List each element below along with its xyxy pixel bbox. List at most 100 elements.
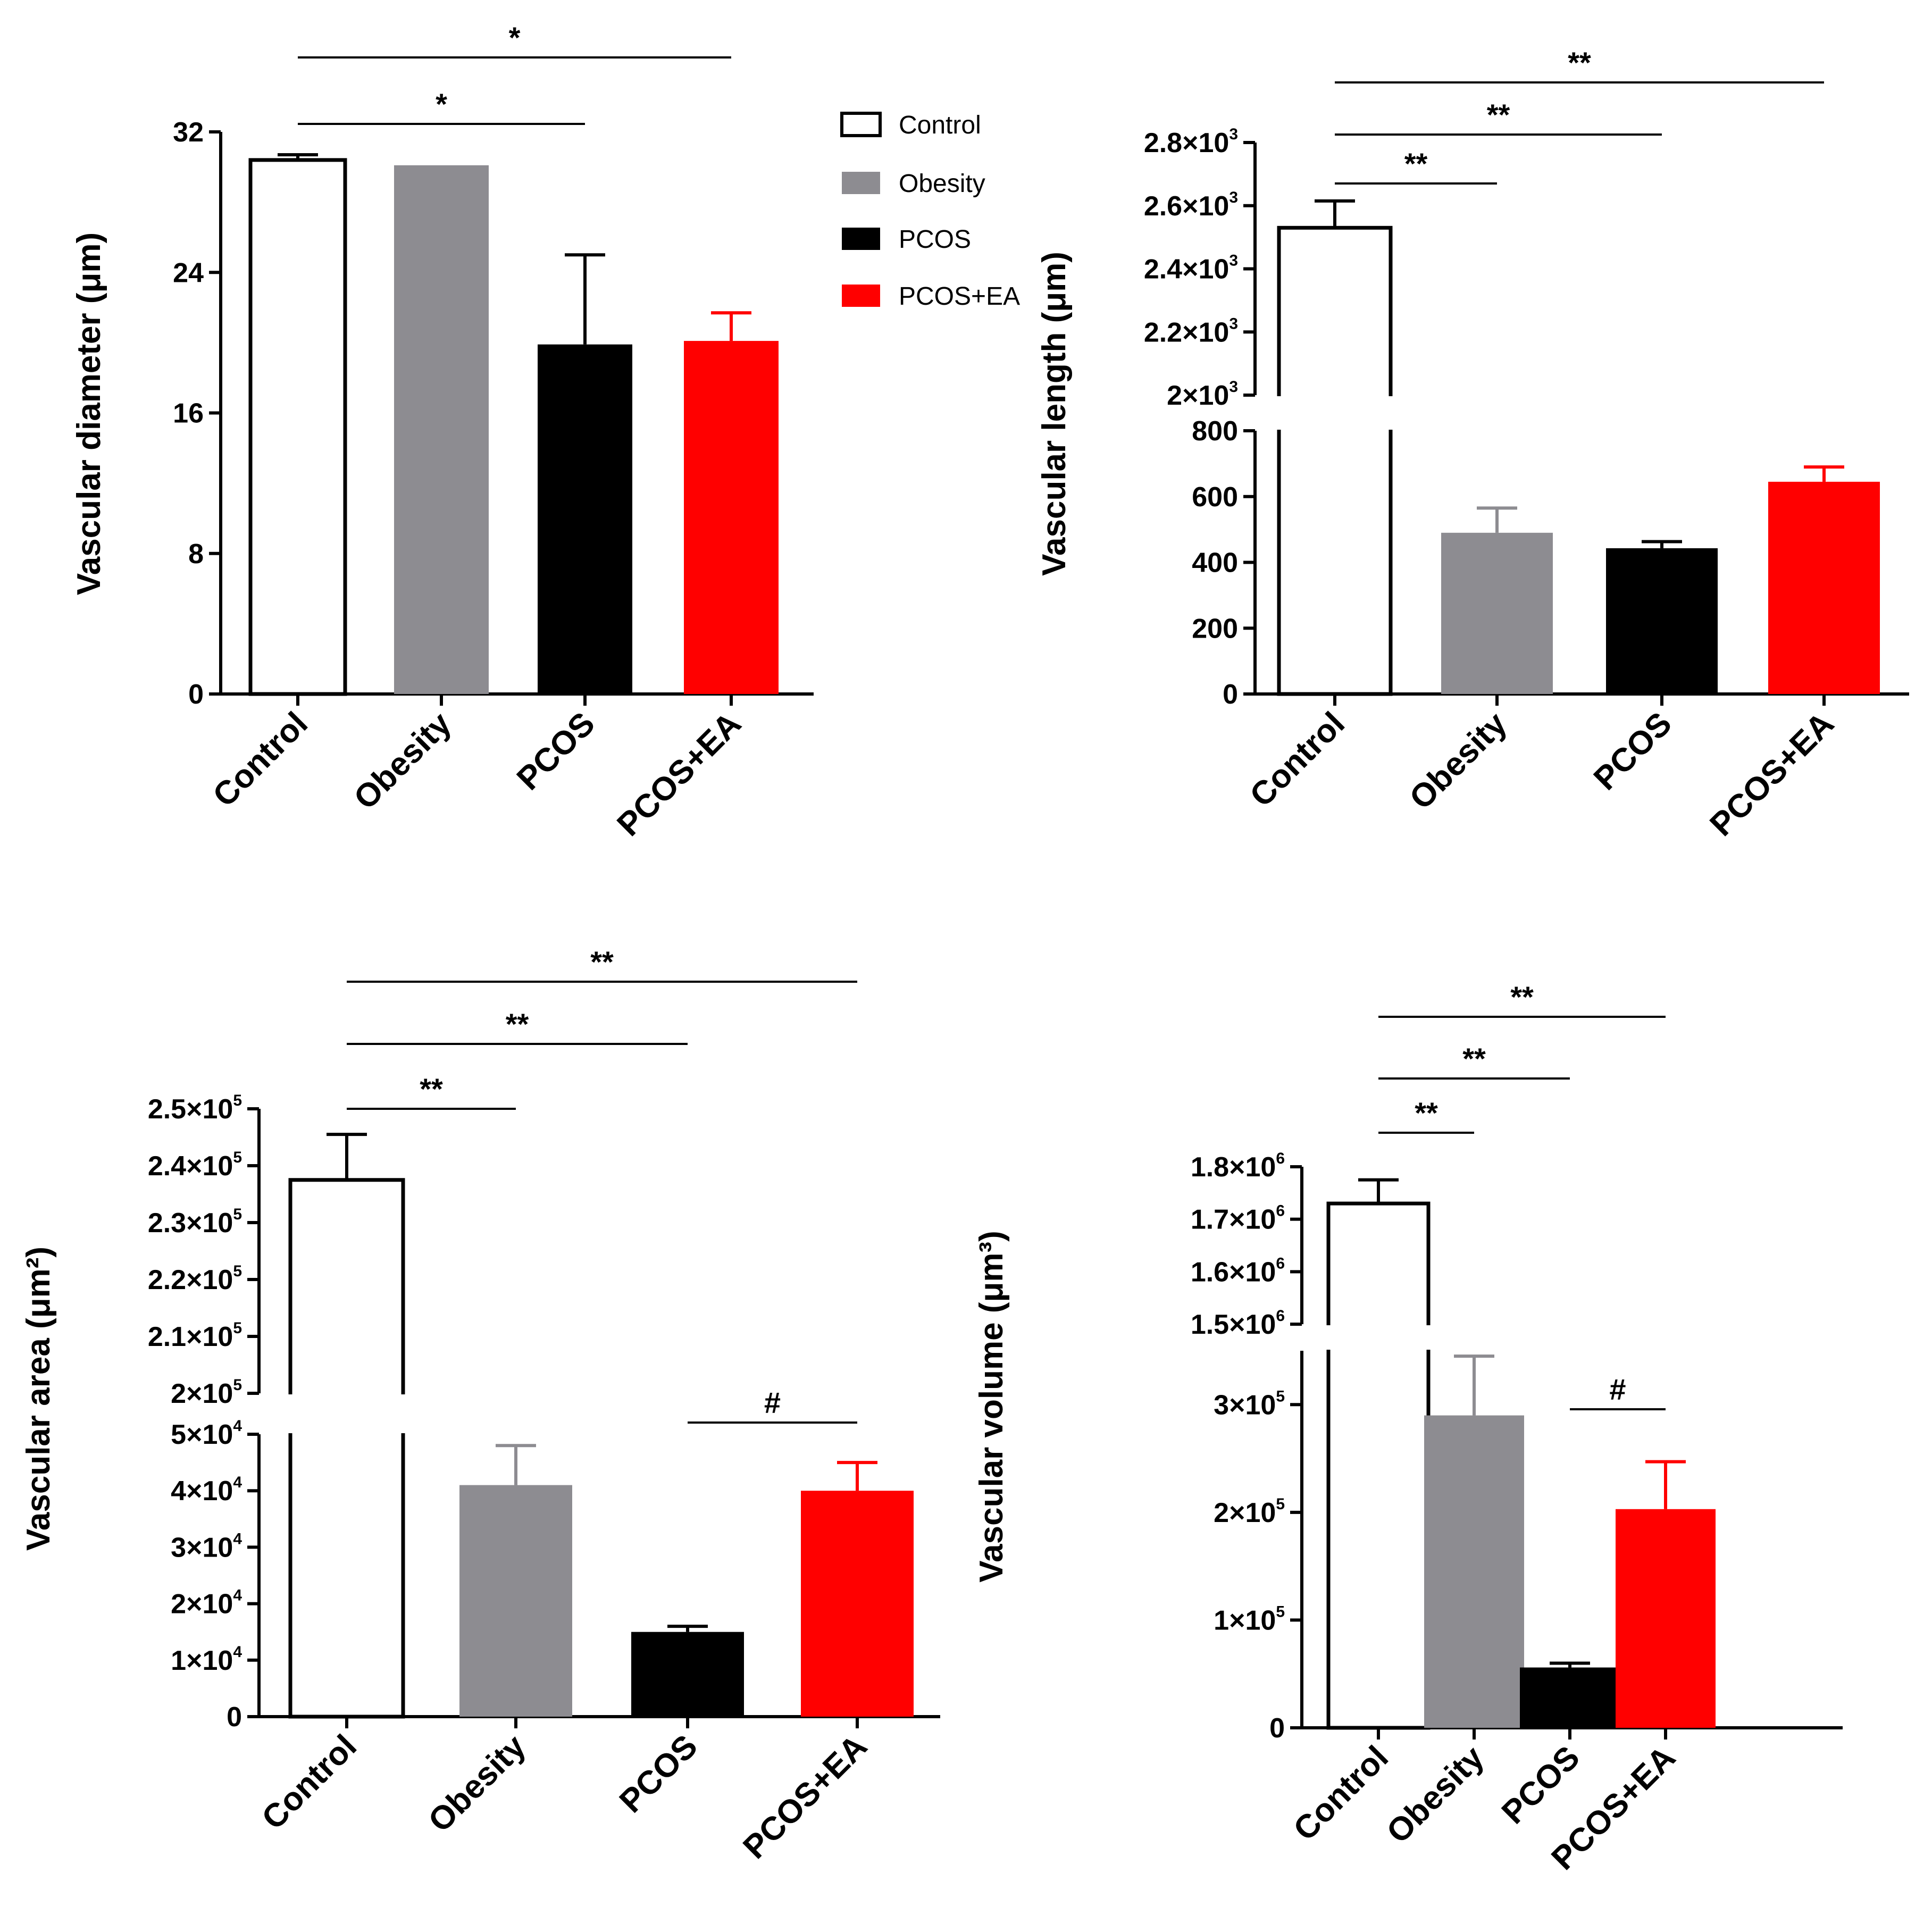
legend-swatch-control bbox=[840, 112, 882, 137]
y-tick-label: 0 bbox=[1269, 1713, 1285, 1744]
y-tick-label: 16 bbox=[173, 398, 204, 429]
bar-pcos+ea bbox=[1768, 481, 1880, 694]
y-tick-exponent: 3 bbox=[1229, 126, 1238, 143]
y-tick-label: 32 bbox=[173, 117, 204, 148]
significance-marker: ** bbox=[506, 1007, 529, 1041]
significance-marker: ** bbox=[1487, 98, 1510, 131]
y-tick-exponent: 3 bbox=[1229, 189, 1238, 206]
y-tick-exponent: 4 bbox=[233, 1587, 242, 1604]
x-tick-label-control: Control bbox=[1243, 705, 1352, 814]
significance-marker: ** bbox=[1462, 1042, 1486, 1075]
y-tick-label: 2.8×103 bbox=[1144, 126, 1238, 158]
x-tick-label-control: Control bbox=[1286, 1739, 1395, 1848]
y-tick-label: 2.4×103 bbox=[1144, 252, 1238, 285]
x-tick-label-pcos: PCOS bbox=[613, 1728, 705, 1820]
legend-label-obesity: Obesity bbox=[899, 170, 985, 198]
legend-label-pcos: PCOS bbox=[899, 225, 971, 254]
legend: Control Obesity PCOS PCOS+EA bbox=[840, 111, 1020, 311]
y-tick-label: 2.3×105 bbox=[148, 1206, 242, 1239]
y-tick-label: 2×105 bbox=[1214, 1495, 1285, 1528]
bar-obesity bbox=[1424, 1415, 1524, 1728]
y-tick-label: 1×105 bbox=[1214, 1603, 1285, 1636]
y-tick-label: 8 bbox=[188, 539, 204, 570]
bar-pcos bbox=[1606, 548, 1718, 694]
y-tick-exponent: 5 bbox=[1276, 1387, 1285, 1405]
y-tick-exponent: 6 bbox=[1276, 1255, 1285, 1272]
bar-pcos+ea bbox=[684, 341, 779, 694]
legend-swatch-obesity bbox=[842, 172, 880, 194]
x-tick-label-pcos: PCOS bbox=[510, 705, 602, 797]
y-tick-label: 1.7×106 bbox=[1191, 1202, 1285, 1235]
bar-obesity bbox=[459, 1485, 572, 1717]
y-tick-label: 4×104 bbox=[171, 1474, 242, 1507]
axis-break-gap bbox=[1276, 396, 1394, 430]
significance-marker: * bbox=[436, 87, 447, 121]
y-tick-label: 2.2×103 bbox=[1144, 315, 1238, 348]
bar-pcos bbox=[1520, 1667, 1620, 1728]
significance-marker: ** bbox=[1568, 46, 1591, 79]
y-axis-title: Vascular volume (μm³) bbox=[973, 1231, 1010, 1583]
bar-control bbox=[248, 158, 347, 696]
y-tick-label: 2×104 bbox=[171, 1587, 242, 1620]
significance-marker: # bbox=[1609, 1373, 1626, 1406]
y-tick-label: 800 bbox=[1192, 416, 1238, 447]
bar-pcos+ea bbox=[801, 1491, 914, 1717]
y-tick-label: 0 bbox=[227, 1702, 242, 1733]
chart-vascular-area: 0 1×104 2×104 3×104 4×104 5×104 2×105 2.1×105 2.… bbox=[20, 945, 940, 1866]
y-tick-label: 1.5×106 bbox=[1191, 1307, 1285, 1340]
y-tick-label: 0 bbox=[188, 679, 204, 710]
y-tick-label: 2.5×105 bbox=[148, 1092, 242, 1125]
significance-marker: * bbox=[509, 21, 521, 54]
x-tick-label-pcos: PCOS bbox=[1495, 1739, 1587, 1831]
y-tick-label: 2.1×105 bbox=[148, 1319, 242, 1352]
y-tick-label: 2×103 bbox=[1167, 378, 1238, 411]
significance-marker: ** bbox=[590, 945, 614, 979]
y-tick-label: 2.2×105 bbox=[148, 1262, 242, 1295]
y-tick-label: 5×104 bbox=[171, 1417, 242, 1450]
y-tick-exponent: 5 bbox=[233, 1376, 242, 1394]
y-tick-exponent: 4 bbox=[233, 1530, 242, 1548]
axis-break-gap bbox=[287, 1394, 406, 1433]
significance-marker: ** bbox=[1415, 1096, 1438, 1130]
y-tick-label: 3×105 bbox=[1214, 1387, 1285, 1420]
bar-pcos bbox=[631, 1632, 744, 1717]
y-tick-exponent: 4 bbox=[233, 1643, 242, 1661]
bar-obesity bbox=[394, 165, 489, 694]
x-tick-label-pcos+ea: PCOS+EA bbox=[610, 705, 748, 843]
significance-marker: ** bbox=[1404, 147, 1428, 180]
chart-vascular-volume: 0 1×105 2×105 3×105 1.5×106 1.6×106 1.7×106 1.8… bbox=[973, 980, 1843, 1877]
y-tick-label: 0 bbox=[1223, 679, 1238, 710]
y-tick-exponent: 5 bbox=[1276, 1603, 1285, 1620]
legend-label-pcos+ea: PCOS+EA bbox=[899, 282, 1020, 311]
y-tick-label: 2.6×103 bbox=[1144, 189, 1238, 222]
chart-vascular-length: 0 200 400 600 800 2×103 2.2×103 2.4×103 2.6×103 2… bbox=[1036, 46, 1909, 843]
x-tick-label-pcos+ea: PCOS+EA bbox=[736, 1728, 874, 1866]
y-axis-title: Vascular diameter (μm) bbox=[71, 232, 107, 595]
y-tick-exponent: 5 bbox=[233, 1206, 242, 1223]
significance-marker: # bbox=[764, 1386, 781, 1419]
x-tick-label-pcos+ea: PCOS+EA bbox=[1703, 705, 1841, 843]
y-tick-exponent: 5 bbox=[233, 1092, 242, 1109]
y-tick-exponent: 3 bbox=[1229, 252, 1238, 270]
y-tick-exponent: 5 bbox=[233, 1149, 242, 1166]
y-tick-label: 600 bbox=[1192, 482, 1238, 513]
legend-swatch-pcos bbox=[842, 228, 880, 250]
significance-marker: ** bbox=[1510, 980, 1534, 1014]
bar-control bbox=[288, 1178, 405, 1719]
y-tick-label: 2×105 bbox=[171, 1376, 242, 1409]
x-tick-label-pcos: PCOS bbox=[1587, 705, 1679, 797]
bar-control bbox=[1326, 1201, 1431, 1730]
y-axis-title: Vascular length (μm) bbox=[1036, 252, 1073, 576]
y-tick-exponent: 4 bbox=[233, 1474, 242, 1491]
bar-pcos bbox=[538, 344, 632, 694]
x-tick-label-obesity: Obesity bbox=[1379, 1739, 1491, 1851]
significance-marker: ** bbox=[420, 1072, 443, 1106]
y-tick-label: 200 bbox=[1192, 613, 1238, 644]
legend-swatch-pcos+ea bbox=[842, 285, 880, 307]
y-tick-label: 400 bbox=[1192, 548, 1238, 579]
y-tick-exponent: 5 bbox=[1276, 1495, 1285, 1513]
x-tick-label-obesity: Obesity bbox=[421, 1728, 533, 1839]
y-tick-label: 2.4×105 bbox=[148, 1149, 242, 1182]
axis-break-gap bbox=[1325, 1325, 1432, 1350]
